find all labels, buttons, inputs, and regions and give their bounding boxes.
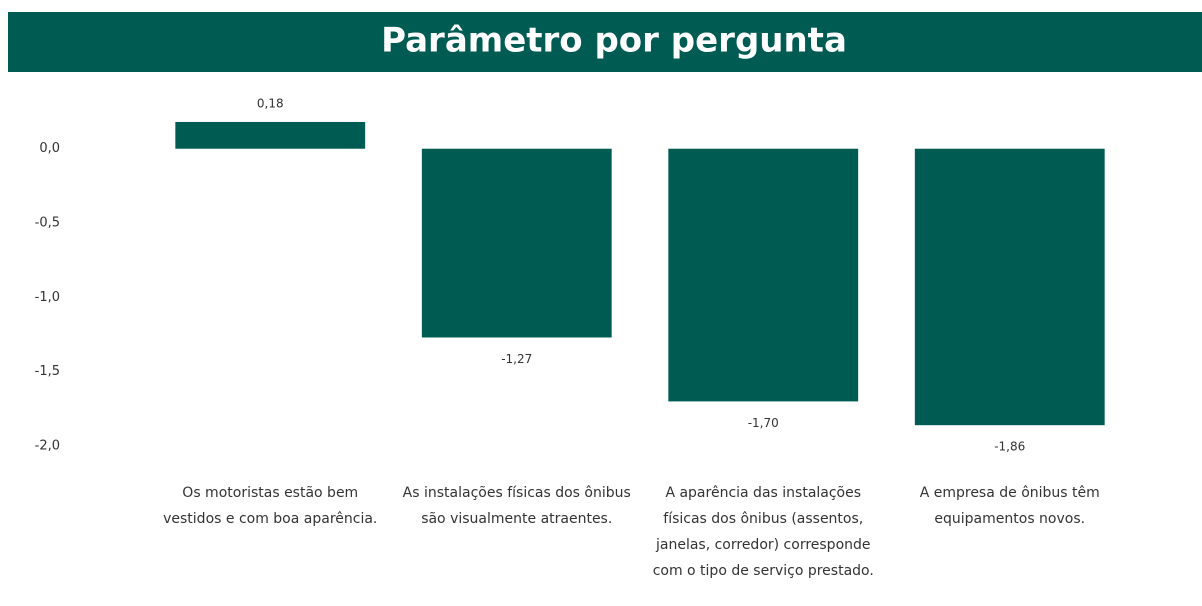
y-tick-label: -2,0 (35, 439, 60, 454)
y-tick-label: -0,5 (35, 216, 60, 231)
x-tick-label: As instalações físicas dos ônibus são vi… (402, 485, 631, 527)
bar (668, 148, 859, 402)
x-tick-label: Os motoristas estão bem vestidos e com b… (163, 485, 378, 527)
bar (914, 148, 1105, 426)
value-label: 0,18 (257, 96, 284, 110)
bar (175, 121, 366, 149)
bar (421, 148, 612, 338)
value-label: -1,27 (501, 352, 532, 366)
value-label: -1,86 (994, 440, 1025, 454)
y-tick-label: -1,0 (35, 290, 60, 305)
value-label: -1,70 (748, 416, 779, 430)
x-tick-label: A aparência das instalações físicas dos … (652, 485, 874, 579)
x-tick-label: A empresa de ônibus têm equipamentos nov… (919, 485, 1100, 527)
title-band (8, 12, 1202, 72)
y-tick-label: -1,5 (35, 364, 60, 379)
y-tick-label: 0,0 (39, 141, 60, 156)
chart-title: Parâmetro por pergunta (381, 21, 847, 61)
